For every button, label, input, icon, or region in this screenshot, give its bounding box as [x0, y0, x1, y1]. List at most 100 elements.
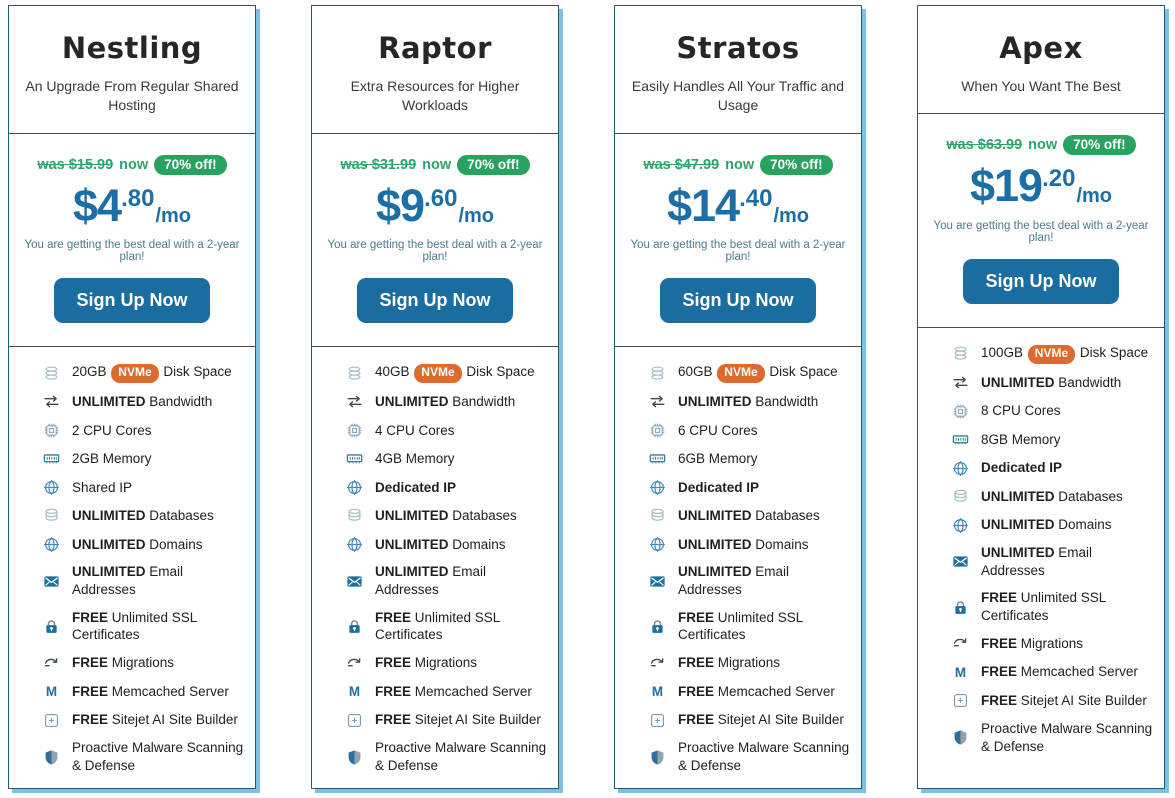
- price-period: /mo: [155, 204, 191, 227]
- pricing-card: Nestling An Upgrade From Regular Shared …: [8, 5, 256, 789]
- plan-name: Nestling: [61, 31, 203, 65]
- feature-text: UNLIMITED Email Addresses: [678, 564, 790, 598]
- feature-text: UNLIMITED Bandwidth: [678, 394, 819, 410]
- price-cents: .80: [121, 184, 155, 212]
- feature-row: FREE Unlimited SSL Certificates: [648, 609, 853, 645]
- card-header: Nestling An Upgrade From Regular Shared …: [9, 6, 255, 134]
- feature-row: 4GB Memory: [345, 449, 550, 468]
- feature-text: FREE Memcached Server: [981, 664, 1138, 680]
- feature-text: Dedicated IP: [981, 460, 1063, 476]
- price-cents: .60: [424, 184, 458, 212]
- feature-text: FREE Unlimited SSL Certificates: [678, 609, 803, 643]
- bandwidth-icon: [951, 373, 970, 392]
- price-section: was $47.99 now 70% off! $14.40/mo You ar…: [615, 134, 861, 348]
- price-main: $14: [666, 179, 740, 231]
- feature-row: FREE Migrations: [648, 654, 853, 673]
- feature-row: UNLIMITED Email Addresses: [345, 563, 550, 599]
- discount-badge: 70% off!: [457, 154, 530, 175]
- feature-text: Proactive Malware Scanning & Defense: [678, 740, 850, 774]
- feature-text: UNLIMITED Domains: [981, 517, 1112, 533]
- feature-text: UNLIMITED Domains: [375, 536, 506, 552]
- deal-text: You are getting the best deal with a 2-y…: [933, 219, 1149, 244]
- globe-icon: [648, 478, 667, 497]
- discount-badge: 70% off!: [154, 154, 227, 175]
- bandwidth-icon: [42, 392, 61, 411]
- email-icon: [648, 572, 667, 591]
- feature-text: UNLIMITED Databases: [72, 508, 214, 524]
- database-icon: [648, 506, 667, 525]
- feature-text: FREE Sitejet AI Site Builder: [72, 712, 238, 728]
- bandwidth-icon: [648, 392, 667, 411]
- feature-text: 8 CPU Cores: [981, 403, 1061, 419]
- sign-up-button[interactable]: Sign Up Now: [963, 258, 1119, 304]
- feature-row: Proactive Malware Scanning & Defense: [951, 720, 1156, 756]
- price-period: /mo: [1076, 185, 1113, 208]
- price-section: was $63.99 now 70% off! $19.20/mo You ar…: [918, 114, 1164, 328]
- nvme-badge: NVMe: [111, 364, 159, 383]
- feature-row: FREE Migrations: [42, 654, 247, 673]
- feature-text: FREE Unlimited SSL Certificates: [981, 590, 1106, 624]
- price-main: $19: [969, 160, 1043, 212]
- feature-text: UNLIMITED Databases: [678, 508, 820, 524]
- feature-row: Dedicated IP: [648, 478, 853, 497]
- feature-text: 60GB NVMe Disk Space: [678, 363, 838, 383]
- price-period: /mo: [773, 204, 810, 227]
- feature-list: 60GB NVMe Disk Space UNLIMITED Bandwidth…: [615, 347, 861, 788]
- feature-row: FREE Migrations: [951, 634, 1156, 653]
- feature-row: FREE Sitejet AI Site Builder: [648, 711, 853, 730]
- disk-stack-icon: [42, 364, 61, 383]
- feature-row: UNLIMITED Email Addresses: [648, 563, 853, 599]
- shield-icon: [648, 748, 667, 767]
- shield-icon: [42, 748, 61, 767]
- feature-text: 20GB NVMe Disk Space: [72, 363, 232, 383]
- memory-icon: [42, 449, 61, 468]
- feature-row: 60GB NVMe Disk Space: [648, 363, 853, 383]
- feature-row: UNLIMITED Bandwidth: [648, 392, 853, 411]
- feature-row: Proactive Malware Scanning & Defense: [345, 739, 550, 775]
- plan-subtitle: Easily Handles All Your Traffic and Usag…: [631, 78, 845, 114]
- memcached-icon: M: [42, 682, 61, 701]
- feature-text: Shared IP: [72, 479, 133, 495]
- plan-name: Raptor: [378, 31, 492, 65]
- was-now-row: was $31.99 now 70% off!: [320, 154, 550, 175]
- sign-up-button[interactable]: Sign Up Now: [660, 278, 816, 324]
- svg-text:M: M: [349, 684, 360, 699]
- price: $9.60/mo: [320, 180, 550, 231]
- memcached-icon: M: [951, 663, 970, 682]
- sign-up-button[interactable]: Sign Up Now: [54, 278, 210, 324]
- now-label: now: [119, 156, 149, 173]
- discount-badge: 70% off!: [1063, 135, 1136, 156]
- feature-text: 6 CPU Cores: [678, 422, 758, 438]
- feature-row: UNLIMITED Domains: [42, 535, 247, 554]
- feature-text: FREE Migrations: [72, 655, 175, 671]
- sitejet-icon: [42, 711, 61, 730]
- feature-text: Dedicated IP: [375, 479, 457, 495]
- price-cents: .40: [739, 184, 773, 212]
- feature-list: 40GB NVMe Disk Space UNLIMITED Bandwidth…: [312, 347, 558, 788]
- plan-subtitle: When You Want The Best: [961, 78, 1121, 94]
- feature-row: Shared IP: [42, 478, 247, 497]
- database-icon: [951, 487, 970, 506]
- database-icon: [42, 506, 61, 525]
- feature-text: FREE Memcached Server: [678, 683, 835, 699]
- nvme-badge: NVMe: [1027, 344, 1076, 364]
- feature-row: UNLIMITED Bandwidth: [42, 392, 247, 411]
- globe-icon: [42, 535, 61, 554]
- disk-stack-icon: [951, 344, 970, 363]
- lock-icon: [42, 617, 61, 636]
- feature-text: FREE Migrations: [981, 635, 1084, 651]
- feature-row: 2 CPU Cores: [42, 421, 247, 440]
- cpu-icon: [951, 402, 970, 421]
- feature-row: UNLIMITED Email Addresses: [951, 544, 1156, 580]
- feature-row: M FREE Memcached Server: [648, 682, 853, 701]
- feature-text: 4 CPU Cores: [375, 422, 455, 438]
- sign-up-button[interactable]: Sign Up Now: [357, 278, 513, 324]
- feature-text: UNLIMITED Email Addresses: [981, 545, 1093, 578]
- price: $19.20/mo: [926, 161, 1156, 211]
- price-section: was $31.99 now 70% off! $9.60/mo You are…: [312, 134, 558, 348]
- feature-row: 6GB Memory: [648, 449, 853, 468]
- sitejet-icon: [648, 711, 667, 730]
- feature-row: Proactive Malware Scanning & Defense: [648, 739, 853, 775]
- feature-row: FREE Migrations: [345, 654, 550, 673]
